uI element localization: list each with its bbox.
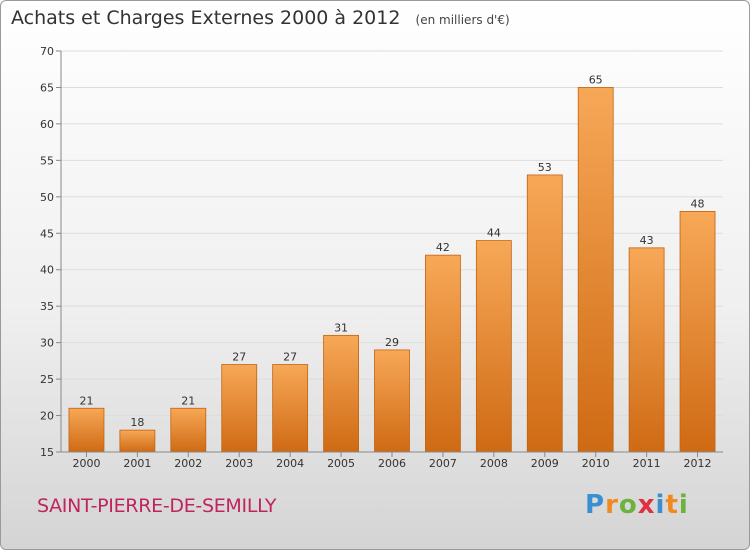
x-tick-label: 2001 [123,457,151,470]
bar-2008 [475,240,512,453]
brand-letter: P [585,490,606,520]
chart-title: Achats et Charges Externes 2000 à 2012 [11,7,401,29]
brand-letter: x [637,490,656,520]
x-tick-label: 2008 [480,457,508,470]
bar-value-label: 43 [640,234,654,247]
brand-letter: r [605,490,619,520]
bar-value-label: 53 [538,161,552,174]
x-tick-label: 2012 [684,457,712,470]
brand-letter: o [618,490,638,520]
x-tick-label: 2000 [72,457,100,470]
y-tick-label: 20 [40,410,54,423]
bar-2003 [221,364,258,453]
x-tick-label: 2002 [174,457,202,470]
y-tick-label: 70 [40,45,54,58]
bar-value-label: 48 [691,197,705,210]
y-tick-label: 40 [40,264,54,277]
title-row: Achats et Charges Externes 2000 à 2012 (… [11,7,510,29]
bar-value-label: 65 [589,73,603,86]
x-tick-label: 2005 [327,457,355,470]
bar-value-label: 42 [436,241,450,254]
x-axis-ticks: 2000 2001 2002 2003 2004 2005 2006 2007 2008 2009… [72,452,712,470]
bar-value-label: 21 [181,394,195,407]
bar-2004 [272,364,309,453]
brand-letter: i [678,490,689,520]
y-tick-label: 15 [40,446,54,459]
bars: 21 18 21 27 27 31 29 42 44 53 65 43 48 [68,73,716,453]
x-tick-label: 2009 [531,457,559,470]
bar-2010 [577,87,614,453]
bar-2011 [628,247,665,453]
x-tick-label: 2010 [582,457,610,470]
bar-2012 [679,210,716,453]
chart-unit-label: (en milliers d'€) [415,13,510,27]
x-tick-label: 2006 [378,457,406,470]
brand-letter: i [655,490,666,520]
y-tick-label: 55 [40,154,54,167]
bar-value-label: 18 [130,416,144,429]
y-tick-label: 35 [40,300,54,313]
x-tick-label: 2004 [276,457,304,470]
y-tick-label: 60 [40,118,54,131]
bar-2009 [526,174,563,453]
bar-2006 [374,349,410,453]
bar-2002 [170,407,207,453]
bar-2001 [119,429,156,453]
brand-letter: t [665,490,679,520]
y-axis-ticks: 15 20 25 30 35 40 45 50 55 60 65 70 [40,45,61,459]
bar-value-label: 29 [385,336,399,349]
bar-value-label: 21 [79,394,93,407]
y-tick-label: 45 [40,227,54,240]
y-tick-label: 50 [40,191,54,204]
brand-logo: Proxiti [585,490,689,520]
bar-2000 [68,407,105,453]
bar-value-label: 27 [232,351,246,364]
bar-value-label: 31 [334,321,348,334]
y-tick-label: 25 [40,373,54,386]
x-tick-label: 2011 [633,457,661,470]
bar-value-label: 44 [487,227,501,240]
y-tick-label: 65 [40,81,54,94]
bar-value-label: 27 [283,351,297,364]
x-tick-label: 2003 [225,457,253,470]
bar-2005 [323,334,359,453]
x-tick-label: 2007 [429,457,457,470]
city-name: SAINT-PIERRE-DE-SEMILLY [37,495,277,517]
bar-2007 [425,254,461,453]
y-tick-label: 30 [40,337,54,350]
